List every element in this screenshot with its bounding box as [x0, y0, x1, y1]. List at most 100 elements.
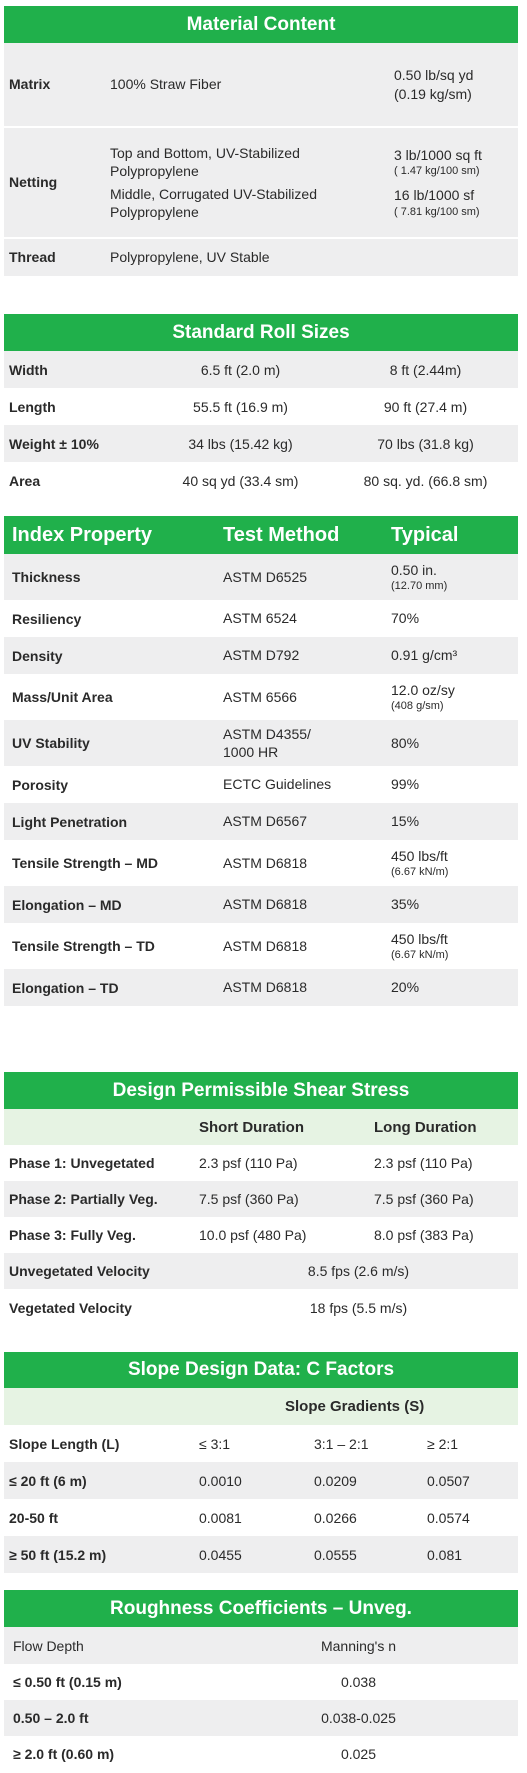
netting-2-desc: Middle, Corrugated UV-Stabilized	[110, 185, 317, 202]
roughness-title: Roughness Coefficients – Unveg.	[4, 1590, 518, 1627]
index-property-label: Density	[12, 647, 63, 664]
table-row: 20-50 ft 0.0081 0.0266 0.0574	[4, 1499, 518, 1536]
flow-depth-value: ≤ 0.50 ft (0.15 m)	[13, 1674, 122, 1690]
index-property-label: Tensile Strength – TD	[12, 938, 155, 954]
col-short-duration: Short Duration	[199, 1118, 304, 1136]
shear-long-value: 2.3 psf (110 Pa)	[374, 1155, 473, 1171]
table-row: Resiliency ASTM 6524 70%	[4, 600, 518, 637]
c-factor-b: 0.0266	[314, 1509, 357, 1526]
netting-1-desc-2: Polypropylene	[110, 163, 199, 180]
test-method: ECTC Guidelines	[223, 776, 332, 793]
thread-desc: Polypropylene, UV Stable	[110, 249, 270, 266]
test-method-cell: ASTM 6566	[223, 688, 391, 706]
mannings-n-value: 0.038-0.025	[321, 1710, 396, 1726]
table-row: Light Penetration ASTM D6567 15%	[4, 803, 518, 840]
table-row: ≥ 50 ft (15.2 m) 0.0455 0.0555 0.081	[4, 1536, 518, 1573]
material-content-title: Material Content	[4, 6, 518, 43]
typical-value-metric: (6.67 kN/m)	[391, 948, 449, 961]
test-method-cell: ASTM D6818	[223, 895, 391, 913]
slope-length-value: 20-50 ft	[9, 1509, 59, 1526]
veg-velocity-label: Vegetated Velocity	[9, 1299, 132, 1316]
roll-value-a: 40 sq yd (33.4 sm)	[182, 472, 299, 489]
typical-value: 0.91 g/cm³	[391, 647, 458, 664]
test-method-cell: ASTM D6818	[223, 937, 391, 955]
index-property-label: Porosity	[12, 776, 69, 793]
roll-sizes-table: Standard Roll Sizes Width 6.5 ft (2.0 m) 8…	[4, 314, 518, 499]
index-property-label: Mass/Unit Area	[12, 689, 113, 705]
c-factor-a: 0.0455	[199, 1546, 242, 1563]
typical-value: 15%	[391, 813, 420, 830]
typical-cell: 450 lbs/ft (6.67 kN/m)	[391, 847, 518, 879]
index-property-label: Thickness	[12, 569, 81, 585]
matrix-value: 0.50 lb/sq yd	[394, 67, 474, 84]
index-property-table: Index Property Test Method Typical Thick…	[4, 516, 518, 1006]
col-mannings-n: Manning's n	[320, 1637, 397, 1654]
shear-phase-label: Phase 2: Partially Veg.	[9, 1191, 158, 1207]
test-method-cell: ASTM D792	[223, 646, 391, 664]
typical-cell: 0.91 g/cm³	[391, 646, 518, 664]
typical-cell: 35%	[391, 895, 518, 913]
table-row: Thread Polypropylene, UV Stable	[4, 239, 518, 276]
shear-header-row: Short Duration Long Duration	[4, 1109, 518, 1145]
flow-depth-value: ≥ 2.0 ft (0.60 m)	[13, 1746, 115, 1762]
typical-value: 12.0 oz/sy	[391, 681, 455, 698]
slope-length-value: ≥ 50 ft (15.2 m)	[9, 1546, 107, 1563]
netting-2-desc-2: Polypropylene	[110, 203, 199, 220]
typical-cell: 99%	[391, 775, 518, 793]
table-row: UV Stability ASTM D4355/1000 HR 80%	[4, 720, 518, 766]
table-row: Netting Top and Bottom, UV-Stabilized Po…	[4, 128, 518, 237]
matrix-desc: 100% Straw Fiber	[110, 76, 222, 93]
table-row: ≤ 20 ft (6 m) 0.0010 0.0209 0.0507	[4, 1462, 518, 1499]
typical-value: 35%	[391, 896, 420, 913]
roll-value-b: 90 ft (27.4 m)	[383, 398, 468, 415]
mannings-n-value: 0.025	[340, 1746, 377, 1762]
c-factor-c: 0.0574	[427, 1509, 470, 1526]
roll-row-label: Width	[9, 361, 48, 378]
typical-value: 99%	[391, 776, 420, 793]
shear-phase-label: Phase 1: Unvegetated	[9, 1155, 155, 1171]
typical-cell: 0.50 in. (12.70 mm)	[391, 561, 518, 593]
test-method: ASTM D6525	[223, 568, 308, 585]
index-property-label: Tensile Strength – MD	[12, 855, 158, 871]
table-row: Width 6.5 ft (2.0 m) 8 ft (2.44m)	[4, 351, 518, 388]
roll-row-label: Length	[9, 398, 56, 415]
roll-value-a: 6.5 ft (2.0 m)	[200, 361, 281, 378]
table-row: Length 55.5 ft (16.9 m) 90 ft (27.4 m)	[4, 388, 518, 425]
flow-depth-value: 0.50 – 2.0 ft	[13, 1710, 89, 1726]
test-method: ASTM D6818	[223, 937, 308, 954]
roll-row-label: Weight ± 10%	[9, 435, 99, 452]
thread-label: Thread	[9, 249, 56, 266]
roll-row-label: Area	[9, 472, 41, 489]
typical-value-metric: (12.70 mm)	[391, 579, 448, 592]
test-method: ASTM D4355/	[223, 725, 311, 742]
test-method-cell: ASTM D6567	[223, 812, 391, 830]
table-row: Weight ± 10% 34 lbs (15.42 kg) 70 lbs (31.…	[4, 425, 518, 462]
matrix-value-metric: (0.19 kg/sm)	[394, 85, 472, 102]
test-method-cell: ASTM D4355/1000 HR	[223, 725, 391, 761]
typical-value-metric: (408 g/sm)	[391, 699, 444, 712]
netting-2-value: 16 lb/1000 sf	[394, 187, 475, 204]
roll-value-b: 80 sq. yd. (66.8 sm)	[363, 472, 488, 489]
test-method-2: 1000 HR	[223, 744, 279, 760]
slope-design-table: Slope Design Data: C Factors Slope Gradi…	[4, 1352, 518, 1573]
test-method: ASTM D6818	[223, 854, 308, 871]
slope-length-label: Slope Length (L)	[9, 1435, 120, 1452]
table-row: Tensile Strength – TD ASTM D6818 450 lbs/f…	[4, 923, 518, 969]
index-header-row: Index Property Test Method Typical	[4, 516, 518, 554]
test-method: ASTM 6524	[223, 610, 297, 627]
typical-value: 20%	[391, 979, 420, 996]
netting-1-value-metric: ( 1.47 kg/100 sm)	[394, 165, 480, 178]
shear-short-value: 10.0 psf (480 Pa)	[199, 1227, 307, 1243]
netting-1-value: 3 lb/1000 sq ft	[394, 147, 482, 164]
roughness-header-row: Flow Depth Manning's n	[4, 1627, 518, 1664]
col-gradient-3: ≥ 2:1	[427, 1435, 459, 1452]
col-gradient-2: 3:1 – 2:1	[314, 1435, 369, 1452]
roll-value-b: 70 lbs (31.8 kg)	[377, 435, 474, 452]
unveg-velocity-label: Unvegetated Velocity	[9, 1263, 150, 1279]
table-row: Tensile Strength – MD ASTM D6818 450 lbs/f…	[4, 840, 518, 886]
test-method: ASTM D792	[223, 647, 300, 664]
c-factor-b: 0.0555	[314, 1546, 357, 1563]
typical-value: 70%	[391, 610, 420, 627]
shear-stress-title: Design Permissible Shear Stress	[4, 1072, 518, 1109]
table-row: Porosity ECTC Guidelines 99%	[4, 766, 518, 803]
